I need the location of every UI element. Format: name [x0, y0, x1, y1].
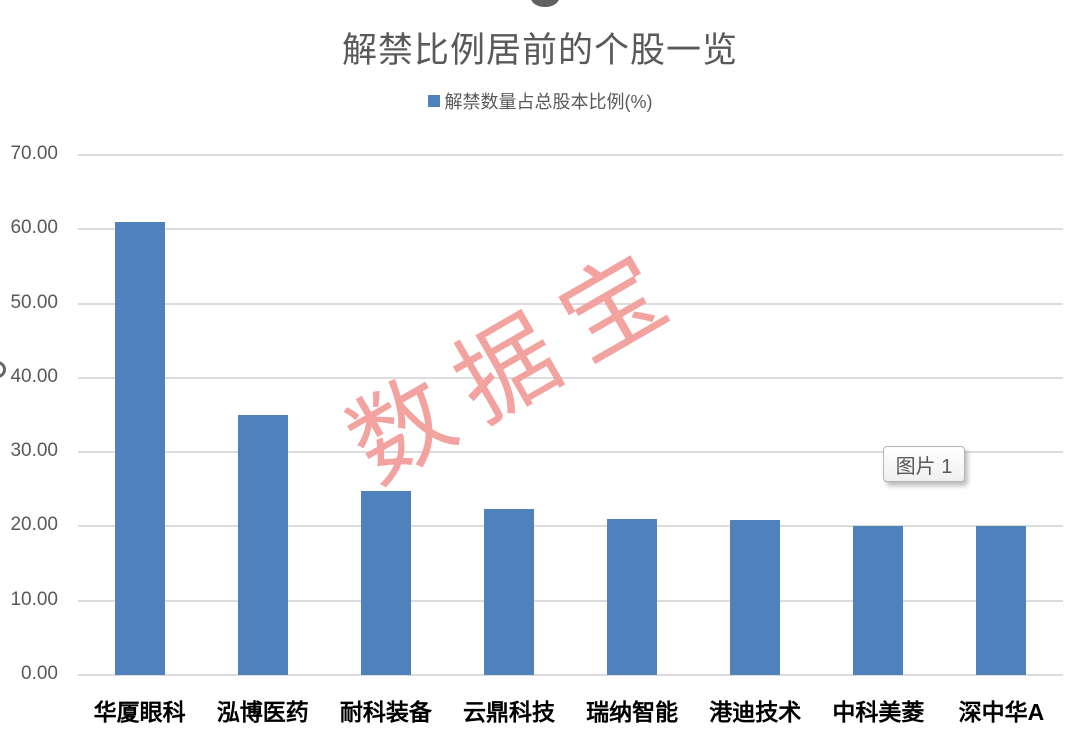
x-axis-category-label: 深中华A	[958, 699, 1045, 725]
picture-caption-label: 图片 1	[883, 446, 965, 482]
x-axis-category-label: 瑞纳智能	[586, 699, 679, 725]
cropped-glyph-top	[531, 0, 559, 7]
gridline	[78, 302, 1063, 305]
bar	[483, 509, 534, 675]
gridline	[78, 525, 1063, 528]
chart-title: 解禁比例居前的个股一览	[341, 31, 738, 70]
legend-swatch-icon	[427, 95, 440, 107]
gridline	[78, 451, 1063, 454]
legend-label: 解禁数量占总股本比例(%)	[444, 92, 653, 112]
gridline	[78, 228, 1063, 231]
y-axis-tick-label: 30.00	[10, 440, 58, 462]
y-axis-tick-label: 20.00	[10, 514, 58, 536]
bar	[607, 519, 658, 675]
x-axis-category-label: 中科美菱	[832, 699, 925, 725]
bar	[730, 519, 781, 675]
x-axis-category-label: 耐科装备	[339, 699, 432, 725]
y-axis-tick-label: 60.00	[10, 217, 58, 239]
x-axis-category-label: 云鼎科技	[462, 699, 555, 725]
y-axis-tick-label: 70.00	[10, 143, 58, 164]
y-axis-tick-label: 50.00	[10, 291, 58, 313]
y-axis-tick-label: 40.00	[10, 365, 58, 387]
watermark: 数据宝	[330, 224, 704, 504]
bar	[237, 415, 288, 675]
x-axis-category-label: 华厦眼科	[93, 699, 186, 725]
x-axis-category-label: 港迪技术	[709, 699, 802, 725]
gridline	[78, 599, 1063, 602]
y-axis-tick-label: 10.00	[10, 588, 58, 610]
bar	[853, 525, 904, 675]
bar	[360, 490, 411, 675]
gridline	[78, 376, 1063, 379]
legend: 解禁数量占总股本比例(%)	[0, 88, 1080, 114]
bar	[976, 526, 1027, 675]
x-axis-category-label: 泓博医药	[216, 699, 309, 725]
bar	[114, 221, 165, 675]
gridline	[78, 674, 1063, 676]
y-axis-tick-label: 0.00	[21, 663, 58, 684]
gridline	[78, 154, 1063, 156]
